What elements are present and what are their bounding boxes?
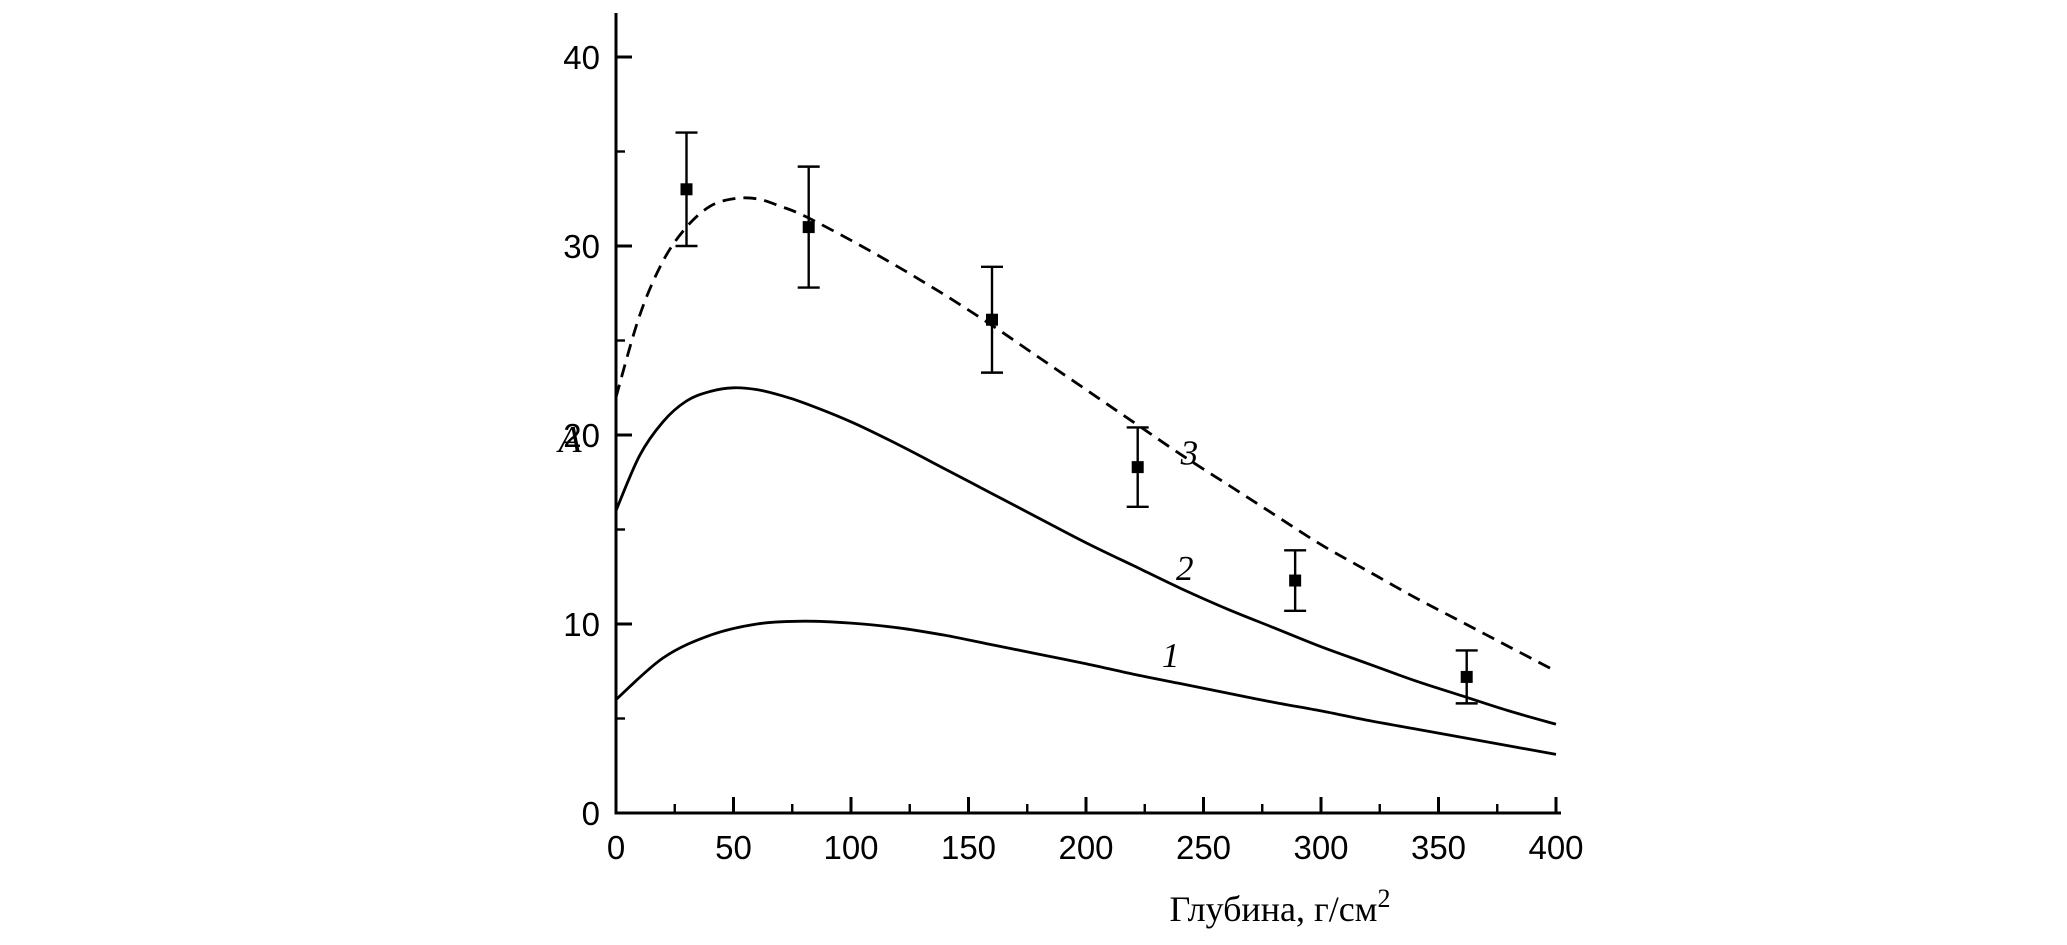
data-point-marker <box>680 183 693 196</box>
data-point-marker <box>1131 461 1144 474</box>
x-tick-label: 100 <box>823 829 878 866</box>
x-tick-label: 300 <box>1293 829 1348 866</box>
y-tick-label: 20 <box>563 417 600 454</box>
x-tick-label: 250 <box>1176 829 1231 866</box>
data-point-marker <box>1460 670 1473 683</box>
x-axis-title: Глубина, г/см2 <box>1170 884 1391 929</box>
y-tick-label: 40 <box>563 39 600 76</box>
y-tick-label: 10 <box>563 606 600 643</box>
curve-3-label: 3 <box>1180 434 1199 473</box>
x-tick-label: 50 <box>715 829 752 866</box>
curve-3 <box>614 196 1557 673</box>
x-tick-label: 150 <box>941 829 996 866</box>
curve-2 <box>614 386 1557 726</box>
curve-1 <box>615 619 1557 756</box>
x-tick-label: 200 <box>1058 829 1113 866</box>
x-tick-label: 350 <box>1411 829 1466 866</box>
curve-1-label: 1 <box>1162 636 1180 675</box>
y-tick-label: 30 <box>563 228 600 265</box>
data-point-marker <box>1289 574 1302 587</box>
data-point-marker <box>802 221 815 234</box>
y-axis-title: A <box>555 419 582 461</box>
curve-2-label: 2 <box>1176 549 1194 588</box>
x-tick-label: 400 <box>1528 829 1583 866</box>
x-tick-label: 0 <box>607 829 625 866</box>
y-tick-label: 0 <box>582 795 600 832</box>
data-point-marker <box>986 313 998 326</box>
